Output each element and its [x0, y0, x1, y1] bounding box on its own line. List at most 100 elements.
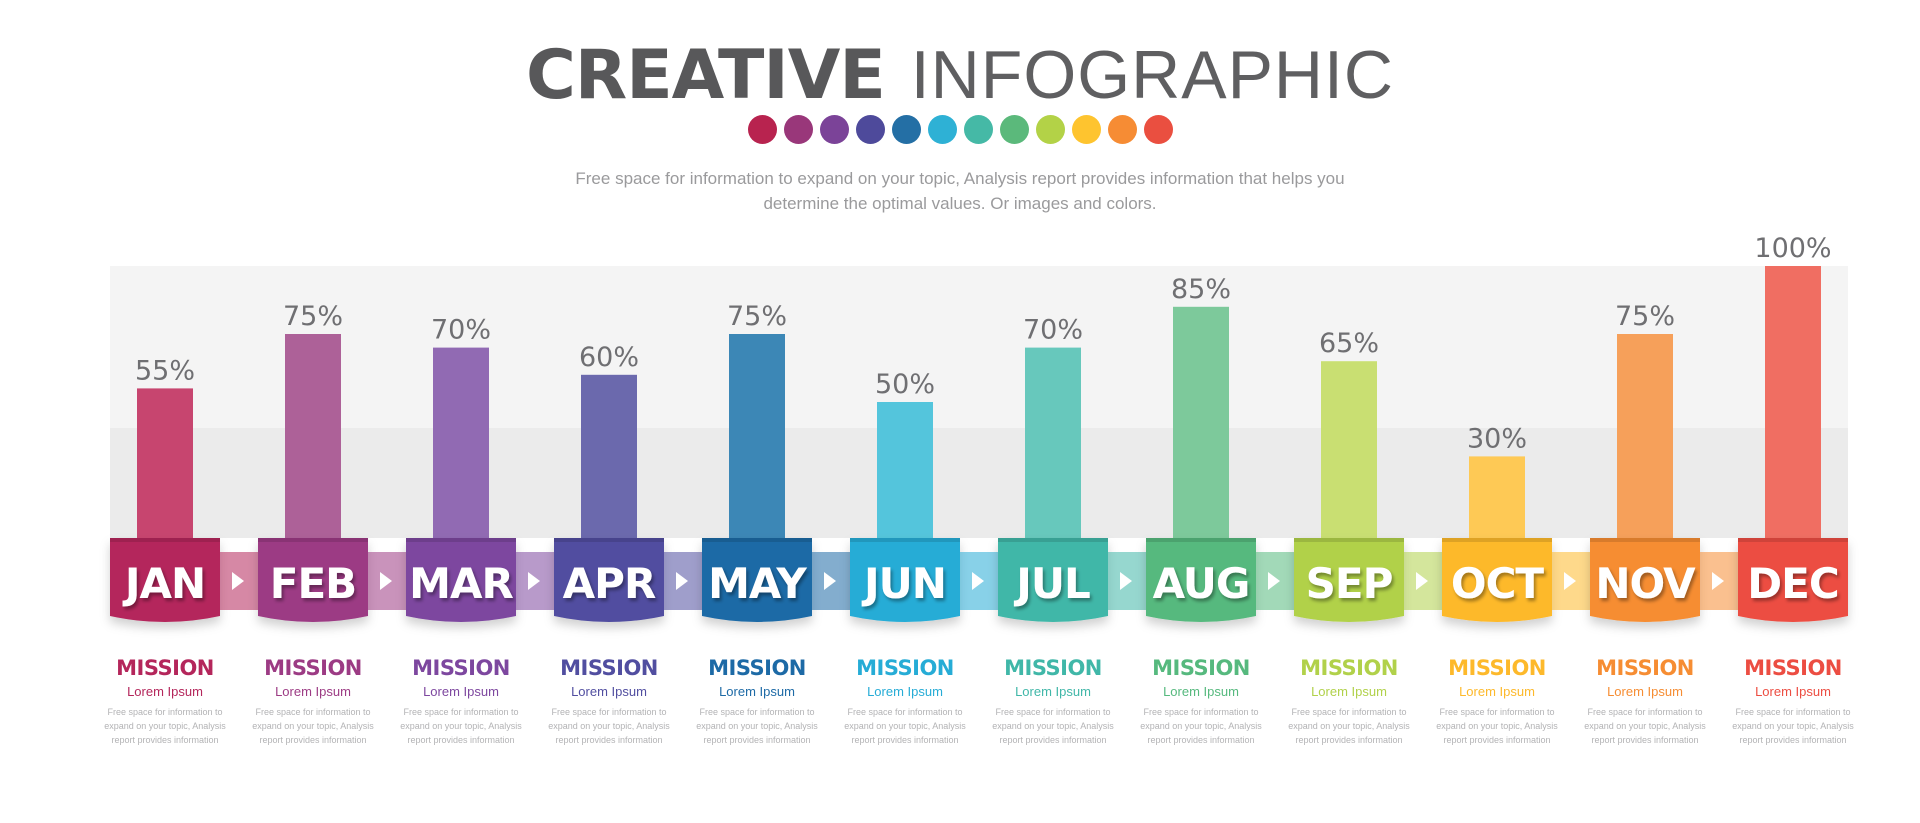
- mission-description: Free space for information to expand on …: [1732, 707, 1854, 745]
- mission-subtitle: Lorem Ipsum: [1163, 684, 1239, 699]
- month-tab-oct: OCT: [1442, 538, 1552, 622]
- month-label-may: MAY: [708, 559, 807, 608]
- tab-top-band-dec: [1738, 538, 1848, 542]
- mission-subtitle: Lorem Ipsum: [423, 684, 499, 699]
- color-dot-3: [819, 115, 849, 144]
- bar-jun: [877, 402, 933, 538]
- value-label-jul: 70%: [1023, 315, 1083, 346]
- month-tab-may: MAY: [702, 538, 812, 622]
- mission-item-jan: MISSION Lorem Ipsum Free space for informa…: [97, 655, 233, 747]
- mission-description: Free space for information to expand on …: [844, 707, 966, 745]
- tab-shape-nov: [1590, 538, 1700, 622]
- arrow-right-icon: [528, 572, 540, 590]
- mission-item-aug: MISSION Lorem Ipsum Free space for informa…: [1133, 655, 1269, 747]
- mission-item-mar: MISSION Lorem Ipsum Free space for informa…: [393, 655, 529, 747]
- tab-shape-jul: [998, 538, 1108, 622]
- value-label-dec: 100%: [1754, 233, 1831, 264]
- mission-title: MISSION: [1300, 656, 1398, 680]
- chart-background-lower: [110, 428, 1848, 538]
- tab-top-band-feb: [258, 538, 368, 542]
- month-tab-dec: DEC: [1738, 538, 1848, 622]
- mission-subtitle: Lorem Ipsum: [1311, 684, 1387, 699]
- bar-jan: [137, 388, 193, 538]
- mission-subtitle: Lorem Ipsum: [719, 684, 795, 699]
- month-label-nov: NOV: [1595, 559, 1696, 608]
- bars-layer: 55% 75% 70% 60% 75% 50% 70% 85% 65% 30% 75% 100%: [135, 233, 1832, 538]
- bar-nov: [1617, 334, 1673, 538]
- month-tab-aug: AUG: [1146, 538, 1256, 622]
- mission-title: MISSION: [1004, 656, 1102, 680]
- color-dot-2: [783, 115, 813, 144]
- mission-subtitle: Lorem Ipsum: [1015, 684, 1091, 699]
- color-dot-7: [963, 115, 993, 144]
- mission-title: MISSION: [856, 656, 954, 680]
- month-tab-apr: APR: [554, 538, 664, 622]
- mission-description: Free space for information to expand on …: [104, 707, 226, 745]
- color-dot-12: [1143, 115, 1173, 144]
- color-dot-11: [1107, 115, 1137, 144]
- month-tab-jan: JAN: [110, 538, 220, 622]
- color-dot-6: [927, 115, 957, 144]
- bar-oct: [1469, 456, 1525, 538]
- mission-subtitle: Lorem Ipsum: [571, 684, 647, 699]
- arrow-right-icon: [380, 572, 392, 590]
- mission-item-jun: MISSION Lorem Ipsum Free space for informa…: [837, 655, 973, 747]
- arrow-right-icon: [1712, 572, 1724, 590]
- month-tab-sep: SEP: [1294, 538, 1404, 622]
- tab-top-band-oct: [1442, 538, 1552, 542]
- tab-shape-jan: [110, 538, 220, 622]
- mission-item-may: MISSION Lorem Ipsum Free space for informa…: [689, 655, 825, 747]
- tab-top-band-sep: [1294, 538, 1404, 542]
- mission-subtitle: Lorem Ipsum: [1607, 684, 1683, 699]
- tab-shape-oct: [1442, 538, 1552, 622]
- tab-shape-jun: [850, 538, 960, 622]
- page-title: CREATIVE INFOGRAPHIC: [0, 30, 1920, 121]
- arrow-right-icon: [824, 572, 836, 590]
- bar-feb: [285, 334, 341, 538]
- bar-mar: [433, 347, 489, 538]
- month-label-apr: APR: [563, 559, 656, 608]
- month-tab-jun: JUN: [850, 538, 960, 622]
- mission-title: MISSION: [708, 656, 806, 680]
- color-dot-4: [855, 115, 885, 144]
- value-label-jan: 55%: [135, 355, 195, 386]
- month-tab-nov: NOV: [1590, 538, 1700, 622]
- bar-sep: [1321, 361, 1377, 538]
- arrow-right-icon: [972, 572, 984, 590]
- tab-top-band-apr: [554, 538, 664, 542]
- mission-subtitle: Lorem Ipsum: [1459, 684, 1535, 699]
- tab-shape-feb: [258, 538, 368, 622]
- color-dot-5: [891, 115, 921, 144]
- bar-dec: [1765, 266, 1821, 538]
- color-dot-1: [747, 115, 777, 144]
- value-label-apr: 60%: [579, 342, 639, 373]
- month-tab-mar: MAR: [406, 538, 516, 622]
- mission-description: Free space for information to expand on …: [1584, 707, 1706, 745]
- mission-title: MISSION: [1448, 656, 1546, 680]
- mission-title: MISSION: [412, 656, 510, 680]
- mission-description: Free space for information to expand on …: [1436, 707, 1558, 745]
- value-label-jun: 50%: [875, 369, 935, 400]
- tab-top-band-aug: [1146, 538, 1256, 542]
- tab-top-band-jun: [850, 538, 960, 542]
- title-light: INFOGRAPHIC: [910, 37, 1395, 113]
- month-label-dec: DEC: [1747, 559, 1838, 608]
- arrow-right-icon: [232, 572, 244, 590]
- bar-jul: [1025, 347, 1081, 538]
- tab-top-band-jul: [998, 538, 1108, 542]
- tab-shape-sep: [1294, 538, 1404, 622]
- arrow-right-icon: [1416, 572, 1428, 590]
- mission-item-oct: MISSION Lorem Ipsum Free space for informa…: [1429, 655, 1565, 747]
- header: CREATIVE INFOGRAPHIC Free space for infor…: [0, 0, 1920, 230]
- arrow-right-icon: [1120, 572, 1132, 590]
- mission-description: Free space for information to expand on …: [252, 707, 374, 745]
- value-label-feb: 75%: [283, 301, 343, 332]
- mission-item-dec: MISSION Lorem Ipsum Free space for informa…: [1725, 655, 1861, 747]
- tab-shape-may: [702, 538, 812, 622]
- value-label-mar: 70%: [431, 315, 491, 346]
- tab-top-band-jan: [110, 538, 220, 542]
- mission-description: Free space for information to expand on …: [1140, 707, 1262, 745]
- tab-top-band-nov: [1590, 538, 1700, 542]
- month-label-feb: FEB: [270, 559, 356, 608]
